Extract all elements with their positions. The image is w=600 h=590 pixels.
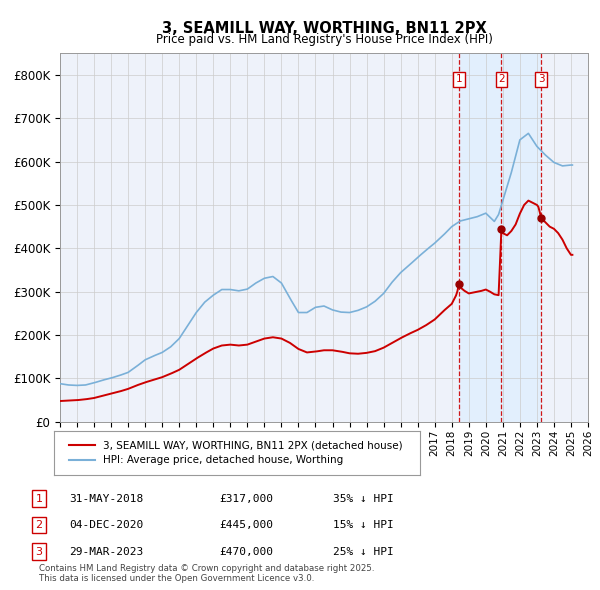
Text: £317,000: £317,000 <box>219 494 273 503</box>
Text: 3: 3 <box>538 74 544 84</box>
Text: Contains HM Land Registry data © Crown copyright and database right 2025.
This d: Contains HM Land Registry data © Crown c… <box>39 563 374 583</box>
Text: 2: 2 <box>35 520 43 530</box>
Legend: 3, SEAMILL WAY, WORTHING, BN11 2PX (detached house), HPI: Average price, detache: 3, SEAMILL WAY, WORTHING, BN11 2PX (deta… <box>63 434 409 471</box>
Text: 1: 1 <box>35 494 43 503</box>
Text: Price paid vs. HM Land Registry's House Price Index (HPI): Price paid vs. HM Land Registry's House … <box>155 33 493 46</box>
Text: 35% ↓ HPI: 35% ↓ HPI <box>333 494 394 503</box>
Text: 3: 3 <box>35 547 43 556</box>
Text: 2: 2 <box>498 74 505 84</box>
Text: 1: 1 <box>455 74 462 84</box>
Text: 31-MAY-2018: 31-MAY-2018 <box>69 494 143 503</box>
Text: 04-DEC-2020: 04-DEC-2020 <box>69 520 143 530</box>
Text: £445,000: £445,000 <box>219 520 273 530</box>
Bar <box>459 53 541 422</box>
Text: 15% ↓ HPI: 15% ↓ HPI <box>333 520 394 530</box>
Text: 29-MAR-2023: 29-MAR-2023 <box>69 547 143 556</box>
Text: 25% ↓ HPI: 25% ↓ HPI <box>333 547 394 556</box>
Text: £470,000: £470,000 <box>219 547 273 556</box>
Text: 3, SEAMILL WAY, WORTHING, BN11 2PX: 3, SEAMILL WAY, WORTHING, BN11 2PX <box>161 21 487 35</box>
